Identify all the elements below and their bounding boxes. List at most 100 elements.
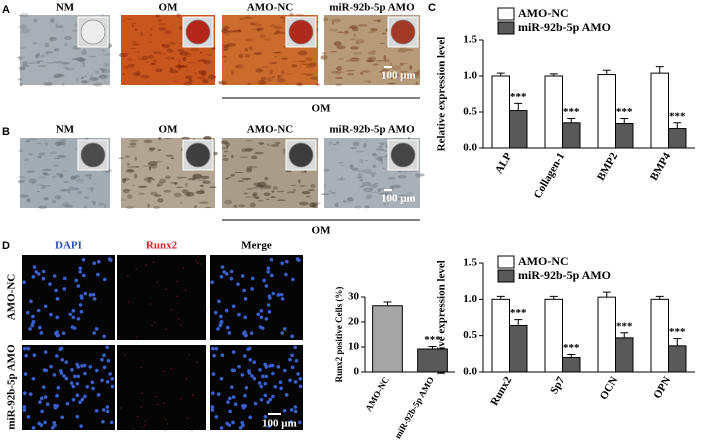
signal <box>135 336 138 338</box>
texture <box>126 168 134 172</box>
well <box>80 142 106 168</box>
texture <box>22 61 28 66</box>
texture <box>23 158 29 162</box>
texture <box>248 46 254 51</box>
texture <box>176 13 181 18</box>
texture <box>379 71 383 73</box>
nucleus <box>214 415 219 419</box>
texture <box>134 28 138 31</box>
well <box>288 19 314 45</box>
texture <box>84 75 87 78</box>
signal <box>149 303 152 305</box>
texture <box>64 42 68 47</box>
texture <box>292 188 297 192</box>
error-bar <box>620 117 629 124</box>
texture <box>238 204 246 208</box>
texture <box>257 181 267 187</box>
texture <box>409 65 413 70</box>
texture <box>63 65 69 71</box>
texture <box>103 203 107 209</box>
nucleus <box>297 420 302 425</box>
texture <box>119 53 129 55</box>
texture <box>244 148 253 152</box>
texture <box>349 147 358 150</box>
texture <box>402 170 409 173</box>
y-axis-label: Runx2 positive Cells (%) <box>334 287 344 383</box>
nucleus <box>31 320 35 325</box>
nucleus <box>243 297 248 301</box>
texture <box>246 188 253 190</box>
texture <box>143 139 153 144</box>
texture <box>20 12 30 18</box>
texture <box>355 42 359 45</box>
texture <box>92 182 96 185</box>
image-title: miR-92b-5p AMO <box>329 124 415 136</box>
nucleus <box>41 269 46 274</box>
nucleus <box>243 404 248 408</box>
texture <box>162 43 171 48</box>
texture <box>231 154 234 158</box>
texture <box>397 197 408 201</box>
texture <box>399 62 404 67</box>
texture <box>269 196 278 199</box>
channel-title: DAPI <box>55 240 82 252</box>
texture <box>255 196 260 200</box>
texture <box>143 177 153 182</box>
texture <box>397 175 407 179</box>
nucleus <box>94 327 99 331</box>
texture <box>159 52 167 55</box>
nucleus <box>266 269 270 274</box>
texture <box>276 199 286 202</box>
texture <box>316 83 320 86</box>
x-tick-label: OPN <box>651 375 673 401</box>
texture <box>30 137 38 141</box>
texture <box>415 176 421 178</box>
nucleus <box>96 393 101 397</box>
nucleus <box>269 273 274 278</box>
bar <box>491 75 511 149</box>
nucleus <box>75 381 80 386</box>
nucleus <box>55 404 60 408</box>
fluorescence-image <box>117 255 206 340</box>
texture <box>252 193 256 199</box>
nucleus <box>81 257 86 262</box>
texture <box>126 57 133 61</box>
texture <box>330 50 338 53</box>
texture <box>378 157 384 162</box>
texture <box>83 205 88 209</box>
texture <box>158 27 166 31</box>
nucleus <box>294 358 299 363</box>
signal <box>124 354 126 356</box>
texture <box>244 38 253 42</box>
texture <box>180 202 183 204</box>
texture <box>61 202 70 207</box>
texture <box>355 39 365 44</box>
texture <box>282 148 286 152</box>
texture <box>376 148 385 151</box>
error-bar <box>620 332 629 338</box>
texture <box>43 82 54 86</box>
texture <box>271 190 275 193</box>
texture <box>165 154 174 157</box>
texture <box>372 63 379 66</box>
texture <box>200 51 203 54</box>
texture <box>398 194 409 197</box>
nucleus <box>212 353 216 358</box>
row-title: miR-92b-5p AMO <box>6 344 18 430</box>
significance: *** <box>510 91 527 103</box>
texture <box>135 71 141 77</box>
texture <box>59 139 67 142</box>
nucleus <box>55 330 59 334</box>
texture <box>275 141 281 145</box>
texture <box>125 189 132 191</box>
texture <box>305 195 311 198</box>
texture <box>164 30 172 35</box>
texture <box>399 63 409 65</box>
texture <box>132 43 140 46</box>
nucleus <box>211 346 215 351</box>
texture <box>218 80 227 85</box>
texture <box>18 149 24 153</box>
signal <box>165 288 167 291</box>
texture <box>61 83 65 86</box>
texture <box>18 25 28 30</box>
